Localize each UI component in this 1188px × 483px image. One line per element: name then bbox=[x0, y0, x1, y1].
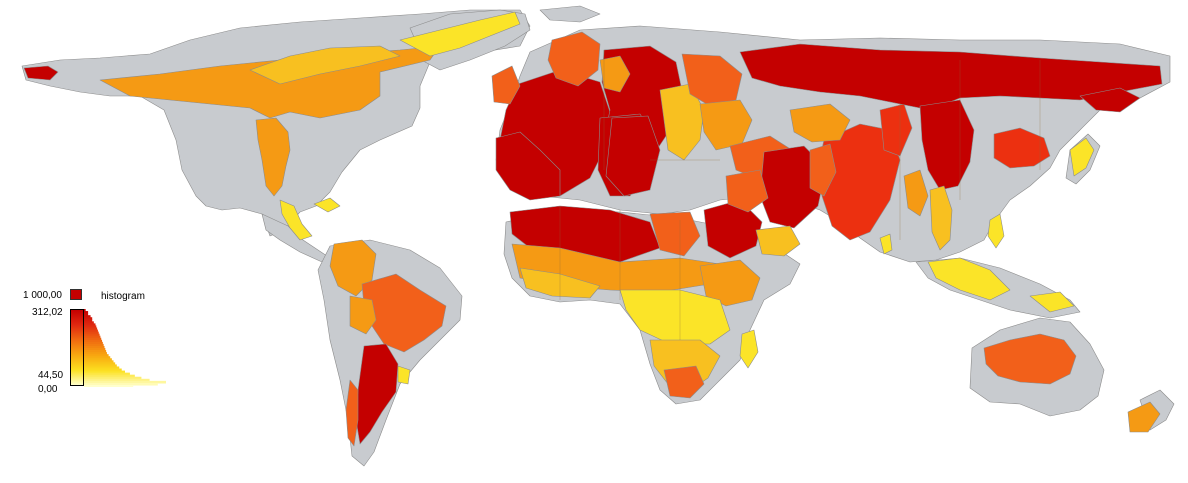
region-iraq bbox=[725, 169, 769, 213]
region-russia-east bbox=[1079, 87, 1141, 113]
region-bolivia bbox=[349, 295, 377, 335]
region-madagascar bbox=[739, 329, 759, 369]
land-iceland bbox=[539, 5, 601, 23]
region-uk bbox=[491, 65, 521, 105]
region-indonesia bbox=[927, 257, 1011, 301]
region-china-east bbox=[993, 127, 1051, 169]
region-gulf bbox=[755, 225, 801, 257]
region-russia bbox=[739, 43, 1163, 111]
region-indochina bbox=[929, 185, 953, 251]
region-new-zealand bbox=[1127, 401, 1161, 433]
region-italy bbox=[605, 115, 661, 197]
region-pakistan bbox=[809, 143, 837, 197]
region-south-africa bbox=[663, 365, 705, 399]
region-alaska bbox=[23, 65, 59, 81]
data-regions bbox=[23, 11, 1163, 447]
region-japan bbox=[1069, 137, 1095, 177]
region-uruguay bbox=[397, 365, 411, 385]
region-iberia bbox=[495, 131, 561, 201]
region-australia bbox=[983, 333, 1077, 385]
region-russia-west bbox=[681, 53, 743, 107]
region-srilanka bbox=[879, 233, 893, 255]
region-myanmar bbox=[903, 169, 929, 217]
region-east-africa bbox=[699, 259, 761, 307]
region-usa bbox=[255, 117, 291, 197]
region-central-africa bbox=[619, 289, 731, 345]
region-finland bbox=[599, 55, 631, 93]
region-egypt bbox=[649, 211, 701, 257]
region-chile bbox=[345, 379, 359, 447]
region-china-west bbox=[919, 99, 975, 191]
region-canada-arctic bbox=[249, 45, 401, 85]
region-new-guinea bbox=[1029, 291, 1075, 313]
region-philippines bbox=[987, 213, 1005, 249]
region-greenland-coast bbox=[399, 11, 521, 57]
internal-borders bbox=[559, 50, 1041, 340]
region-central-asia bbox=[789, 103, 851, 143]
region-scandinavia bbox=[547, 31, 601, 87]
region-central-america bbox=[279, 199, 313, 241]
region-caribbean bbox=[313, 197, 341, 213]
